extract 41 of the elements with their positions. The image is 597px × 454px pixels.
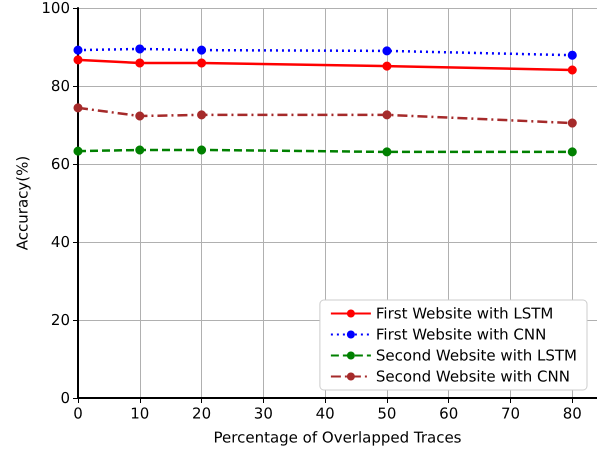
legend-label: Second Website with LSTM <box>376 346 577 364</box>
point <box>74 146 82 156</box>
point <box>74 46 82 55</box>
x-tick-label: 70 <box>500 404 520 422</box>
point <box>197 110 206 120</box>
point <box>135 58 144 68</box>
x-tick-label: 50 <box>377 404 396 422</box>
point <box>197 145 206 154</box>
y-tick-label: 0 <box>60 389 70 407</box>
legend-label: Second Website with CNN <box>376 368 570 386</box>
point <box>382 147 392 156</box>
y-tick-label: 100 <box>41 0 70 17</box>
point <box>135 145 144 154</box>
point <box>568 50 577 60</box>
x-axis-title: Percentage of Overlapped Traces <box>214 428 462 446</box>
x-tick-label: 40 <box>316 404 335 422</box>
x-tick-label: 10 <box>130 404 150 422</box>
point <box>74 55 82 64</box>
point <box>135 44 144 54</box>
point <box>74 103 82 112</box>
y-tick-label: 40 <box>50 233 70 251</box>
point <box>568 147 577 156</box>
x-tick-label: 20 <box>192 404 212 422</box>
legend-label: First Website with CNN <box>376 326 546 344</box>
x-tick-label: 30 <box>254 404 273 422</box>
point <box>197 58 206 68</box>
point <box>382 62 392 71</box>
y-tick-label: 60 <box>50 155 70 173</box>
point <box>135 112 144 121</box>
legend-label: First Website with LSTM <box>376 304 554 322</box>
x-tick-label: 80 <box>562 404 582 422</box>
point <box>197 46 206 55</box>
y-tick-label: 20 <box>50 311 70 329</box>
x-tick-label: 0 <box>73 404 83 422</box>
point <box>568 66 577 75</box>
point <box>382 110 392 120</box>
y-tick-label: 80 <box>50 77 70 95</box>
point <box>568 118 577 128</box>
point <box>382 46 392 56</box>
y-axis-title: Accuracy(%) <box>14 156 32 250</box>
x-tick-label: 60 <box>439 404 458 422</box>
